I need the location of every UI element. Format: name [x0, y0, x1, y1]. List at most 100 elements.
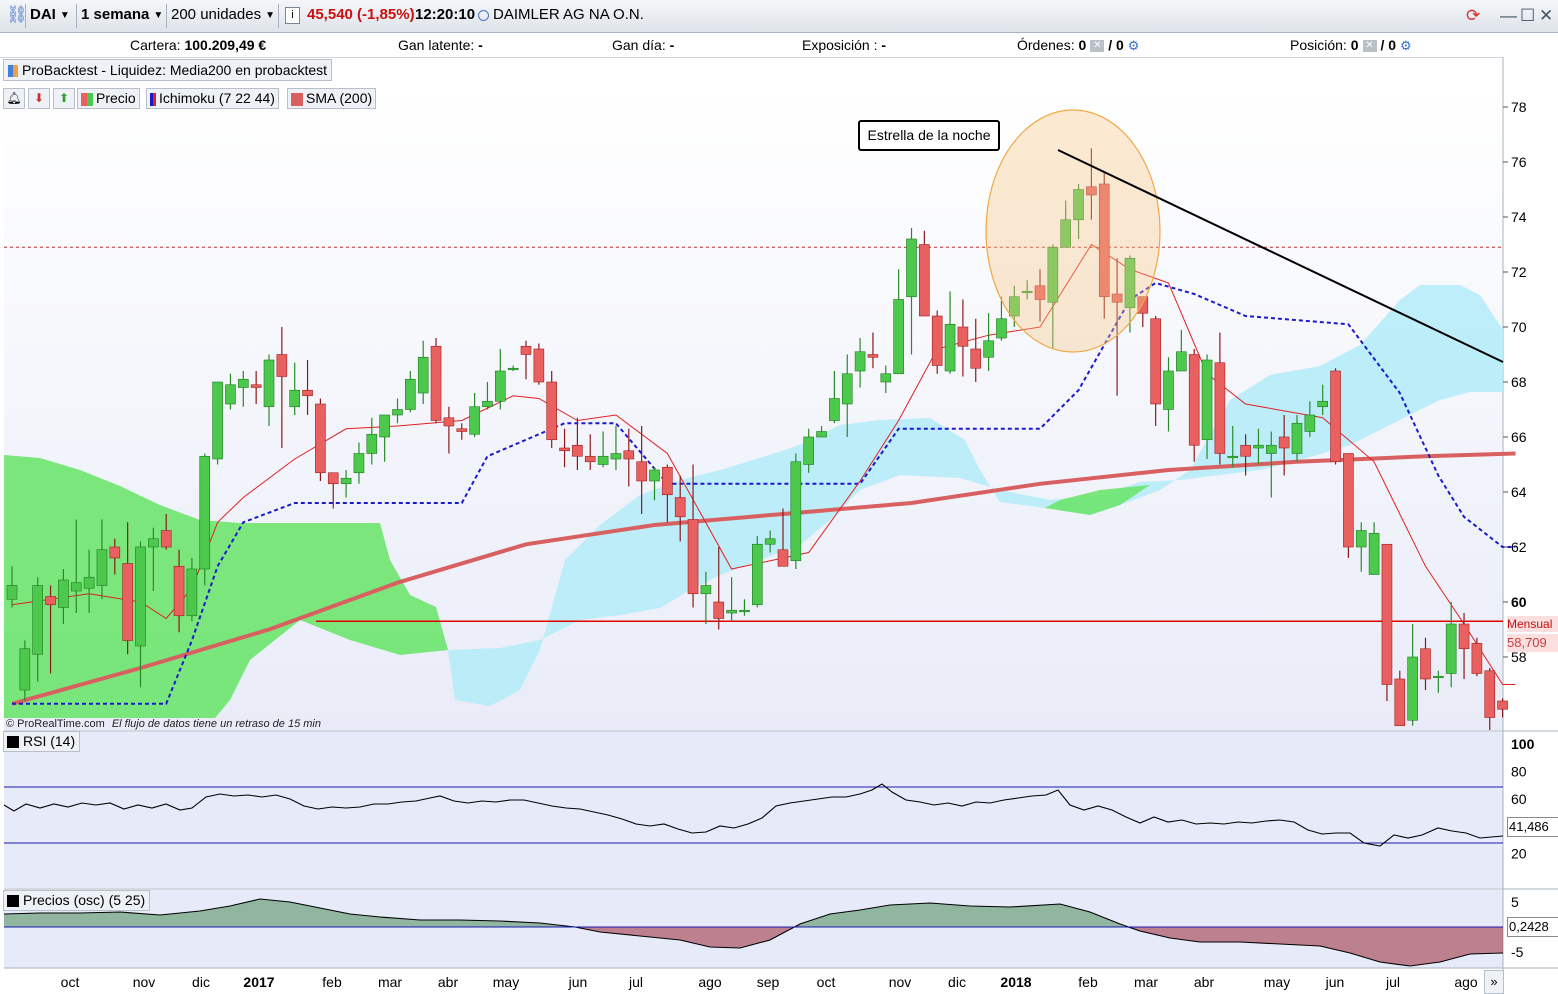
candle — [173, 549, 185, 633]
posicion[interactable]: Posición: 0 ✕/ 0 ⚙ — [1290, 37, 1412, 54]
candle-body — [1266, 444, 1277, 454]
candle — [803, 428, 815, 473]
link-icon[interactable]: ⛓ — [6, 5, 28, 24]
candle — [867, 332, 879, 369]
credit-text: © ProRealTime.com — [6, 718, 105, 730]
timeframe-select[interactable]: 1 semana ▼ — [81, 6, 163, 23]
price-tick-label: 72 — [1511, 264, 1527, 280]
candle — [649, 467, 660, 501]
candle — [212, 381, 223, 465]
account-bar: Cartera: 100.209,49 € Gan latente: - Gan… — [0, 33, 1558, 58]
time-tick-label: 2017 — [243, 974, 274, 990]
candle — [1368, 522, 1380, 575]
candle-body — [238, 378, 249, 388]
gear-icon[interactable]: ⚙ — [1127, 38, 1140, 53]
candle — [186, 558, 198, 622]
sma-swatch — [291, 92, 303, 106]
gear-icon[interactable]: ⚙ — [1399, 38, 1412, 53]
buy-arrow-icon[interactable]: ⬆ — [53, 88, 75, 109]
data-credit: © ProRealTime.com El flujo de datos tien… — [6, 718, 321, 730]
candle-body — [1330, 370, 1341, 463]
legend-ichimoku[interactable]: Ichimoku (7 22 44) — [146, 88, 279, 109]
candle-body — [983, 340, 994, 358]
time-tick-label: jul — [1385, 974, 1400, 990]
time-tick-label: oct — [61, 974, 80, 990]
candle — [1330, 368, 1341, 465]
candle-body — [148, 538, 159, 548]
candle-body — [1355, 530, 1367, 548]
candle-body — [199, 455, 211, 570]
timeframe-value: 1 semana — [81, 6, 150, 23]
candle — [32, 577, 44, 682]
scroll-right-button[interactable]: » — [1484, 970, 1504, 994]
alert-bell-icon[interactable]: 🔔︎ — [3, 88, 25, 109]
refresh-icon[interactable]: ⟳ — [1466, 6, 1481, 25]
minimize-icon[interactable]: — — [1500, 6, 1517, 25]
toolbar-separator — [25, 4, 26, 28]
candle-body — [662, 466, 673, 496]
candle — [1343, 453, 1354, 558]
candle — [1021, 280, 1033, 300]
candle-body — [1086, 186, 1097, 196]
gan-dia: Gan día: - — [612, 37, 674, 53]
candle-body — [1304, 414, 1316, 432]
chevron-down-icon: ▼ — [153, 9, 164, 21]
candle-body — [1008, 296, 1020, 317]
info-icon[interactable]: i — [285, 7, 300, 24]
evening-star-ellipse[interactable] — [985, 109, 1161, 353]
candle — [1497, 698, 1508, 718]
candle — [1291, 415, 1303, 462]
candle-body — [1291, 422, 1303, 454]
rsi-tick-label: 80 — [1511, 763, 1527, 779]
candle — [96, 519, 108, 600]
candle-body — [83, 576, 95, 589]
candle-body — [996, 318, 1007, 339]
candle-body — [507, 367, 519, 371]
legend-ichimoku-label: Ichimoku (7 22 44) — [159, 90, 275, 106]
units-select[interactable]: 200 unidades ▼ — [171, 6, 275, 23]
candle-body — [790, 461, 802, 562]
legend-precio-label: Precio — [96, 90, 136, 106]
sell-arrow-icon[interactable]: ⬇ — [28, 88, 50, 109]
osc-label[interactable]: Precios (osc) (5 25) — [3, 890, 151, 911]
top-toolbar: ⛓ DAI ▼ 1 semana ▼ 200 unidades ▼ i 45,540 … — [0, 0, 1558, 33]
close-icon[interactable]: ✕ — [1539, 6, 1554, 25]
candle-body — [1073, 189, 1084, 221]
time-tick-label: nov — [889, 974, 912, 990]
candle — [1060, 200, 1071, 248]
candle — [507, 365, 519, 371]
backtest-icon — [8, 65, 18, 78]
time-tick-label: feb — [322, 974, 342, 990]
probacktest-bar[interactable]: ProBacktest - Liquidez: Media200 en prob… — [3, 59, 333, 81]
rsi-label[interactable]: RSI (14) — [3, 731, 81, 752]
osc-line — [3, 898, 1504, 967]
candle — [996, 296, 1007, 341]
time-tick-label: ago — [1454, 974, 1478, 990]
candle — [1266, 431, 1277, 498]
trendline[interactable] — [1057, 149, 1504, 363]
legend-sma[interactable]: SMA (200) — [287, 88, 377, 109]
cancel-orders-icon[interactable]: ✕ — [1090, 40, 1105, 53]
units-value: 200 unidades — [171, 6, 262, 23]
candle-body — [1368, 532, 1380, 575]
time-tick-label: may — [493, 974, 519, 990]
ordenes[interactable]: Órdenes: 0 ✕/ 0 ⚙ — [1017, 37, 1139, 54]
candle-body — [340, 477, 352, 485]
maximize-icon[interactable]: ☐ — [1520, 6, 1536, 25]
symbol-select[interactable]: DAI ▼ — [30, 6, 70, 23]
annotation-label[interactable]: Estrella de la noche — [858, 120, 1000, 151]
candle-body — [713, 601, 725, 619]
candle — [636, 426, 647, 514]
candle — [841, 354, 853, 437]
rsi-label-text: RSI (14) — [23, 733, 76, 749]
candle-body — [944, 323, 956, 372]
candle-body — [1445, 623, 1457, 674]
close-positions-icon[interactable]: ✕ — [1362, 40, 1377, 53]
candle — [1433, 670, 1444, 693]
osc-positive-area — [800, 903, 1125, 927]
candle — [829, 371, 840, 424]
tenkan-path — [11, 243, 1516, 685]
candle — [430, 338, 442, 424]
legend-precio[interactable]: Precio — [77, 88, 140, 109]
